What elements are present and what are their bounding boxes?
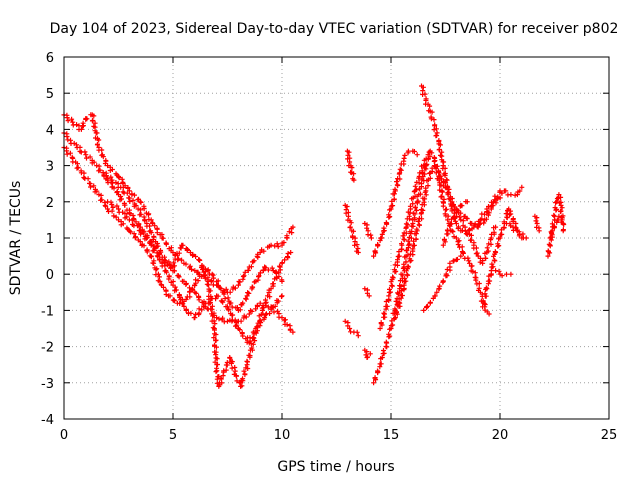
y-tick-label: -3 xyxy=(41,377,54,392)
y-tick-label: 2 xyxy=(46,196,54,211)
y-tick-label: 4 xyxy=(46,123,54,138)
y-tick-label: -1 xyxy=(41,304,54,319)
y-tick-label: 5 xyxy=(46,87,54,102)
x-tick-label: 15 xyxy=(383,428,400,443)
axis-ticks: 0 5 10 15 20 25 -4 -3 -2 -1 0 1 2 3 4 5 6 xyxy=(41,51,617,443)
y-tick-label: -4 xyxy=(41,413,54,428)
x-tick-label: 20 xyxy=(492,428,509,443)
x-tick-label: 0 xyxy=(60,428,68,443)
x-tick-label: 25 xyxy=(601,428,618,443)
y-axis-label: SDTVAR / TECUs xyxy=(8,181,24,296)
x-tick-label: 5 xyxy=(169,428,177,443)
x-tick-label: 10 xyxy=(274,428,291,443)
chart-title: Day 104 of 2023, Sidereal Day-to-day VTE… xyxy=(50,21,619,37)
y-tick-label: 3 xyxy=(46,160,54,175)
x-axis-label: GPS time / hours xyxy=(277,459,394,475)
y-tick-label: -2 xyxy=(41,341,54,356)
data-points xyxy=(61,83,567,389)
y-tick-label: 6 xyxy=(46,51,54,66)
y-tick-label: 1 xyxy=(46,232,54,247)
grid-lines xyxy=(64,57,609,419)
sdtvar-markers xyxy=(61,83,567,389)
y-tick-label: 0 xyxy=(46,268,54,283)
